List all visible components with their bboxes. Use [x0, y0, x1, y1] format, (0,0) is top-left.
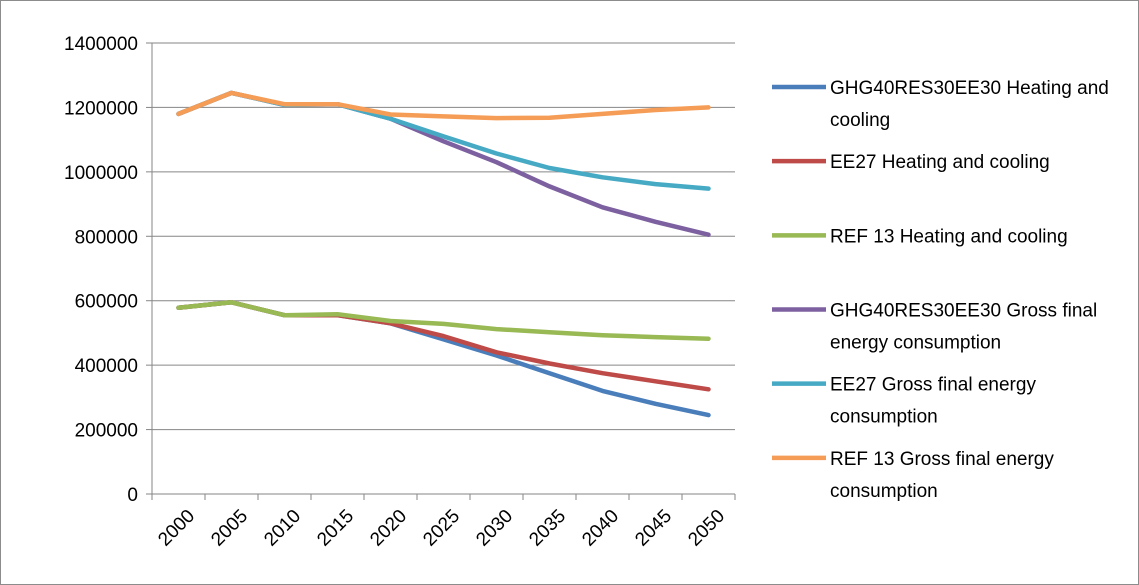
x-tick-label-0: 2000: [154, 506, 199, 551]
legend-label-5: REF 13 Gross final energy consumption: [830, 449, 1054, 502]
legend-label-line: EE27 Heating and cooling: [830, 152, 1050, 173]
series-line-1: [176, 300, 711, 392]
x-tick-label-1: 2005: [207, 506, 252, 551]
y-tick-label-2: 400000: [75, 356, 138, 377]
y-tick-label-4: 800000: [75, 227, 138, 248]
y-tick-label-0: 0: [127, 485, 138, 506]
legend-label-line: REF 13 Heating and cooling: [830, 226, 1068, 247]
y-tick-label-5: 1000000: [64, 163, 138, 184]
gridlines: [152, 42, 735, 431]
legend-label-0: GHG40RES30EE30 Heating and cooling: [830, 78, 1109, 131]
x-tick-label-5: 2025: [419, 506, 464, 551]
x-tick-label-7: 2035: [525, 506, 570, 551]
legend-label-line: consumption: [830, 407, 938, 428]
axes: [146, 42, 736, 500]
legend: GHG40RES30EE30 Heating and cooling EE27 He…: [772, 78, 1109, 502]
series-line-2: [176, 300, 711, 341]
series-line-0: [176, 300, 711, 418]
legend-label-line: consumption: [830, 481, 938, 502]
series-line-5: [176, 90, 711, 121]
legend-label-line: cooling: [830, 110, 890, 131]
x-tick-label-3: 2015: [313, 506, 358, 551]
x-tick-label-10: 2050: [684, 506, 729, 551]
legend-label-2: REF 13 Heating and cooling: [830, 226, 1068, 247]
legend-label-3: GHG40RES30EE30 Gross final energy consump…: [830, 301, 1097, 354]
x-tick-label-9: 2045: [631, 506, 676, 551]
y-tick-label-1: 200000: [75, 421, 138, 442]
legend-label-line: REF 13 Gross final energy: [830, 449, 1054, 470]
legend-label-line: GHG40RES30EE30 Gross final: [830, 301, 1097, 322]
x-tick-label-6: 2030: [472, 506, 517, 551]
y-tick-label-3: 600000: [75, 292, 138, 313]
y-tick-label-6: 1200000: [64, 98, 138, 119]
series-lines: [176, 90, 711, 418]
legend-label-4: EE27 Gross final energy consumption: [830, 375, 1036, 428]
legend-label-line: EE27 Gross final energy: [830, 375, 1036, 396]
legend-label-line: GHG40RES30EE30 Heating and: [830, 78, 1109, 99]
legend-label-1: EE27 Heating and cooling: [830, 152, 1050, 173]
y-tick-label-7: 1400000: [64, 34, 138, 55]
x-tick-label-2: 2010: [260, 506, 305, 551]
x-tick-label-8: 2040: [578, 506, 623, 551]
x-tick-label-4: 2020: [366, 506, 411, 551]
legend-label-line: energy consumption: [830, 333, 1001, 354]
